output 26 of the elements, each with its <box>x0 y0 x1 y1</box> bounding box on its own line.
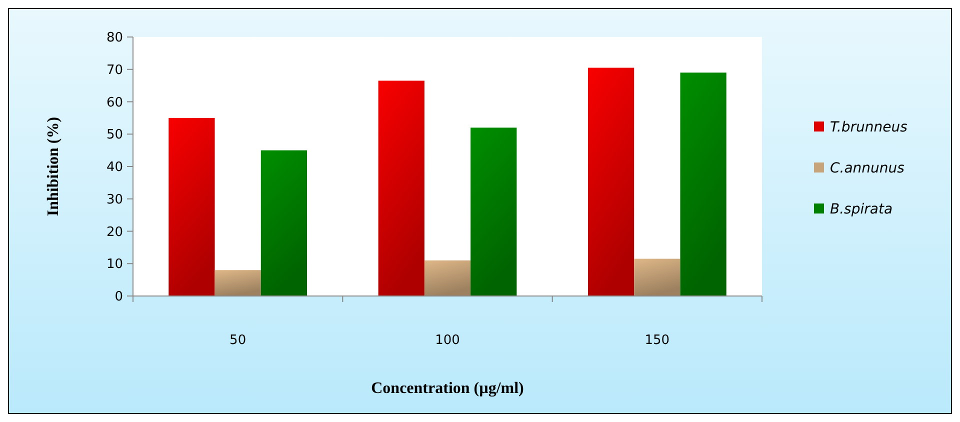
y-tick-label: 0 <box>114 290 123 305</box>
y-tick-label: 80 <box>106 30 123 46</box>
bar <box>424 260 471 296</box>
bar <box>680 72 726 296</box>
bar <box>214 270 261 296</box>
y-tick-label: 50 <box>106 128 123 143</box>
x-tick-label: 50 <box>230 333 246 348</box>
y-tick-label: 20 <box>106 224 123 240</box>
bar <box>378 80 424 296</box>
bar <box>168 118 215 296</box>
legend-label: C.annunus <box>830 160 904 176</box>
y-axis-title: Inhibition (%) <box>45 116 62 216</box>
bar <box>470 128 517 296</box>
y-tick-label: 70 <box>106 62 123 78</box>
y-tick-label: 30 <box>106 192 123 208</box>
y-tick-label: 60 <box>106 95 123 110</box>
x-axis-title: Concentration (µg/ml) <box>371 380 524 397</box>
legend-label: T.brunneus <box>830 119 908 136</box>
x-tick-label: 150 <box>644 333 670 348</box>
y-tick-label: 10 <box>106 257 123 272</box>
bar <box>588 68 634 296</box>
bar <box>634 258 680 296</box>
y-tick-label: 40 <box>106 160 123 176</box>
legend-label: B.spirata <box>830 201 893 218</box>
x-tick-label: 100 <box>435 333 460 348</box>
bar <box>260 150 308 296</box>
